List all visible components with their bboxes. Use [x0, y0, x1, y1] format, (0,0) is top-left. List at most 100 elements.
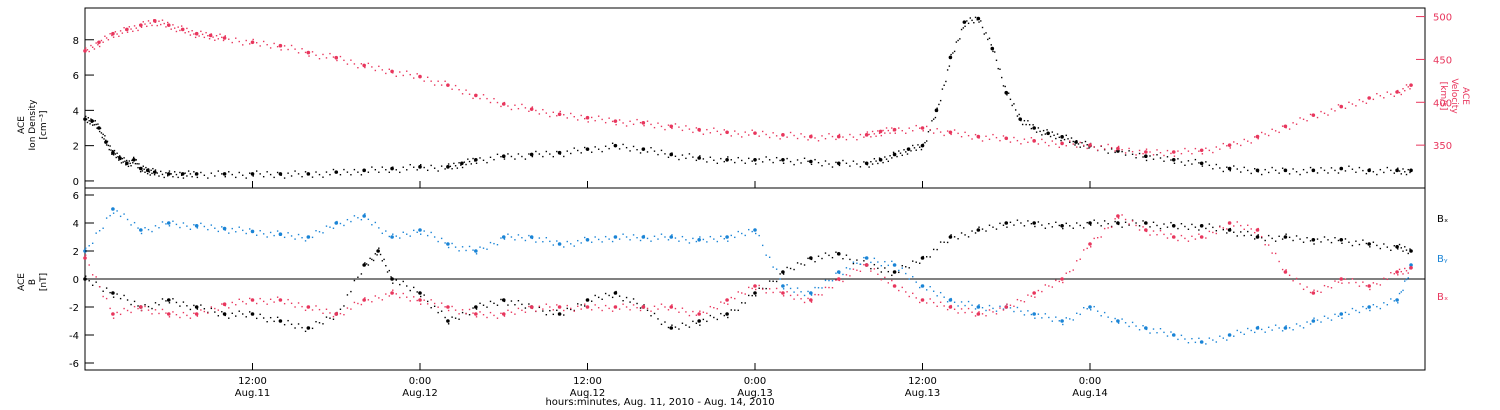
panel-1-series-1-point — [1032, 126, 1036, 130]
panel-1-series-1-point — [278, 172, 283, 176]
panel-2-series-1-texture-dot — [346, 294, 349, 296]
panel-2-series-1-texture-dot — [653, 312, 656, 315]
panel-2-series-2-point — [1199, 340, 1204, 344]
panel-2-series-1-texture-dot — [563, 314, 565, 316]
panel-2-series-2-texture-dot — [507, 233, 509, 235]
panel-1-series-1-texture-dot — [969, 17, 972, 19]
panel-2-series-1-texture-dot — [1365, 242, 1368, 245]
panel-2-series-3-point — [334, 312, 339, 316]
panel-2-series-2-point — [362, 214, 366, 218]
panel-1-series-2-texture-dot — [200, 30, 202, 33]
panel-1-series-2-texture-dot — [315, 54, 317, 56]
panel-2-series-1-texture-dot — [685, 324, 687, 326]
panel-2-series-1-texture-dot — [636, 302, 638, 305]
panel-2-series-1-texture-dot — [601, 298, 603, 300]
panel-2-series-3-texture-dot — [140, 309, 143, 312]
panel-1-series-1-texture-dot — [304, 171, 307, 173]
panel-1-series-1-texture-dot — [1039, 130, 1041, 133]
panel-1-series-2-texture-dot — [1390, 93, 1392, 95]
panel-2-series-3-texture-dot — [1170, 233, 1172, 235]
panel-1-series-2-texture-dot — [1093, 146, 1095, 148]
panel-2-series-3-texture-dot — [109, 307, 111, 310]
panel-2-series-2-texture-dot — [413, 229, 415, 232]
panel-2-series-2-texture-dot — [706, 241, 708, 243]
panel-1-series-2-texture-dot — [1194, 147, 1197, 150]
panel-1-series-1-texture-dot — [1023, 119, 1026, 122]
panel-1-series-1-texture-dot — [1198, 162, 1200, 164]
panel-2-series-2-texture-dot — [496, 244, 499, 246]
panel-2-series-2-texture-dot — [1166, 335, 1169, 337]
panel-2-series-3-texture-dot — [262, 300, 265, 303]
panel-1-series-2-texture-dot — [353, 63, 356, 65]
panel-1-series-2-texture-dot — [552, 111, 555, 113]
panel-1-series-1-texture-dot — [493, 158, 495, 161]
panel-1-series-1-texture-dot — [301, 175, 303, 178]
panel-2-series-2-texture-dot — [339, 222, 342, 225]
panel-1-series-1-texture-dot — [730, 159, 732, 161]
panel-2-series-1-texture-dot — [283, 323, 286, 326]
panel-2-series-2-texture-dot — [475, 253, 478, 255]
top-ylabel-line-1: ACE — [17, 116, 27, 134]
panel-2-series-1-texture-dot — [1295, 235, 1298, 237]
panel-2-series-3-point — [390, 291, 394, 295]
panel-1-series-1-texture-dot — [163, 176, 165, 179]
panel-2-series-2-texture-dot — [489, 241, 492, 244]
panel-1-series-1-texture-dot — [741, 159, 743, 162]
panel-1-series-2-texture-dot — [114, 31, 117, 33]
panel-1-series-1-texture-dot — [374, 168, 377, 171]
panel-1-series-1-texture-dot — [118, 159, 120, 161]
panel-2-series-3-texture-dot — [1058, 280, 1060, 283]
panel-2-series-1-point — [1311, 238, 1316, 242]
panel-1-series-2-texture-dot — [775, 135, 778, 137]
panel-1-series-1-texture-dot — [1309, 166, 1312, 169]
x-tick-time-label: 12:00 — [908, 376, 937, 387]
panel-1-series-2-point — [97, 40, 101, 45]
panel-1-series-2-texture-dot — [688, 128, 691, 130]
panel-2-series-2-texture-dot — [953, 301, 956, 303]
panel-2-series-2-texture-dot — [821, 287, 823, 289]
panel-2-series-3-texture-dot — [821, 294, 823, 296]
panel-1-series-1-texture-dot — [273, 176, 275, 179]
panel-2-series-2-texture-dot — [1020, 310, 1022, 312]
panel-1-series-2-point — [809, 134, 813, 139]
panel-2-series-3-texture-dot — [692, 310, 694, 313]
panel-1-series-1-texture-dot — [1170, 159, 1172, 161]
panel-1-series-1-texture-dot — [912, 144, 914, 147]
panel-2-series-1-texture-dot — [1390, 249, 1392, 251]
panel-2-series-3-texture-dot — [203, 310, 206, 313]
panel-1-series-2-texture-dot — [88, 50, 90, 53]
panel-1-series-1-texture-dot — [420, 164, 422, 166]
panel-2-series-3-texture-dot — [870, 270, 872, 272]
panel-1-series-1-texture-dot — [901, 154, 903, 157]
panel-2-series-3-texture-dot — [147, 309, 150, 311]
panel-2-series-1-texture-dot — [1358, 243, 1361, 246]
panel-2-series-1-texture-dot — [1222, 228, 1225, 231]
panel-1-series-2-texture-dot — [625, 125, 628, 127]
panel-1-series-1-texture-dot — [885, 158, 888, 160]
panel-1-series-2-texture-dot — [922, 130, 924, 132]
panel-2-series-2-texture-dot — [988, 304, 991, 307]
panel-1-series-1-point — [334, 170, 339, 174]
panel-1-series-1-texture-dot — [990, 44, 992, 46]
panel-2-series-3-texture-dot — [824, 286, 827, 289]
panel-1-series-1-texture-dot — [849, 165, 851, 167]
panel-1-series-1-texture-dot — [1267, 171, 1270, 174]
panel-1-series-1-texture-dot — [353, 168, 356, 171]
panel-1-series-1-texture-dot — [1011, 104, 1013, 107]
panel-2-series-2-texture-dot — [556, 240, 558, 242]
panel-2-series-2-texture-dot — [828, 279, 830, 282]
panel-2-series-2-texture-dot — [409, 235, 411, 237]
panel-1-series-2-texture-dot — [768, 136, 771, 139]
panel-1-series-2-texture-dot — [601, 118, 603, 121]
panel-2-series-1-texture-dot — [112, 296, 115, 298]
panel-1-series-2-texture-dot — [608, 117, 610, 119]
panel-1-series-1-texture-dot — [1007, 92, 1010, 94]
panel-2-series-3-texture-dot — [196, 315, 199, 317]
panel-1-series-2-texture-dot — [144, 23, 146, 25]
panel-2-series-1-texture-dot — [119, 297, 122, 300]
panel-2-series-3-texture-dot — [1393, 273, 1395, 275]
panel-1-series-2-texture-dot — [109, 33, 111, 35]
panel-2-series-3-texture-dot — [594, 304, 596, 306]
panel-1-series-2-texture-dot — [322, 53, 324, 56]
panel-2-series-2-texture-dot — [360, 218, 363, 221]
